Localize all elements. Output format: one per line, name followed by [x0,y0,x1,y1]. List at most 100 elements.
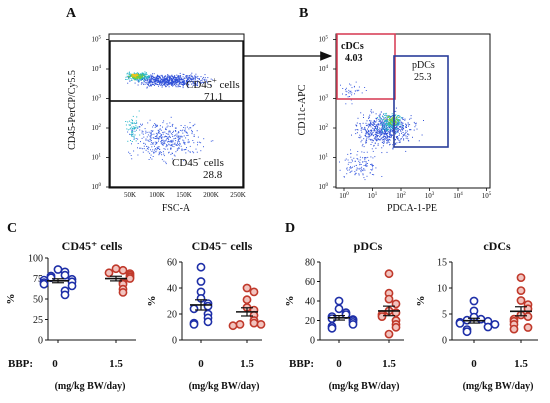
event-dot [150,131,152,133]
event-dot [372,166,373,168]
event-dot [137,79,139,81]
event-dot [383,113,385,115]
event-dot [174,77,176,79]
data-point [476,314,486,324]
event-dot [175,83,177,85]
event-dot [132,127,134,129]
event-dot [131,75,133,77]
event-dot [193,77,195,79]
event-dot [130,73,132,75]
event-dot [179,72,181,74]
event-dot [144,83,146,85]
event-dot [172,79,173,81]
event-dot [185,137,187,139]
event-dot [149,80,151,82]
event-dot [154,80,156,82]
event-dot [153,151,155,153]
event-dot [382,124,384,125]
event-dot [401,132,402,134]
event-dot [178,147,179,149]
event-dot [195,75,197,77]
event-dot [162,76,164,78]
event-dot [156,141,157,143]
event-dot [387,121,389,123]
event-dot [145,76,146,78]
event-dot [406,130,408,132]
tick-label: 100K [149,191,165,199]
event-dot [184,142,186,143]
event-dot [175,127,177,129]
event-dot [130,75,132,77]
event-dot [353,86,355,88]
event-dot [152,73,153,75]
event-dot [163,79,165,81]
event-dot [191,133,193,135]
event-dot [405,137,407,139]
event-dot [352,166,353,168]
event-dot [199,81,201,83]
tick-label: 10 [437,284,447,295]
event-dot [151,76,153,78]
event-dot [379,127,381,129]
event-dot [131,119,133,121]
event-dot [170,136,171,138]
event-dot [189,127,191,128]
event-dot [351,94,353,96]
event-dot [402,122,404,124]
event-dot [366,137,368,139]
event-dot [368,134,370,136]
event-dot [162,151,164,153]
event-dot [165,139,167,141]
event-dot [143,74,145,76]
event-dot [382,131,384,133]
event-dot [147,148,149,150]
event-dot [142,151,144,153]
event-dot [379,134,381,136]
event-dot [150,84,152,86]
event-dot [161,76,163,77]
event-dot [158,140,159,142]
event-dot [188,80,190,82]
event-dot [180,82,182,84]
event-dot [410,129,412,131]
event-dot [378,132,380,134]
event-dot [379,132,381,134]
event-dot [177,132,179,134]
event-dot [163,155,165,157]
event-dot [132,78,134,80]
event-dot [361,168,362,170]
event-dot [376,130,378,132]
event-dot [132,135,134,137]
event-dot [176,81,178,83]
event-dot [354,174,356,176]
event-dot [179,143,181,145]
event-dot [165,81,167,83]
event-dot [133,128,135,130]
event-dot [169,141,171,143]
event-dot [186,75,188,77]
event-dot [398,124,400,126]
event-dot [146,82,147,84]
event-dot [163,120,165,122]
event-dot [168,76,170,78]
event-dot [370,123,372,125]
event-dot [394,115,396,116]
event-dot [177,136,179,138]
event-dot [164,142,166,144]
event-dot [379,129,381,131]
event-dot [356,125,358,127]
event-dot [150,135,152,137]
event-dot [387,136,389,137]
event-dot [384,132,386,134]
event-dot [370,121,372,123]
event-dot [375,167,377,169]
event-dot [158,130,160,132]
event-dot [154,126,156,128]
event-dot [387,124,389,126]
event-dot [126,73,128,75]
event-dot [172,143,174,145]
event-dot [131,141,133,142]
event-dot [133,136,135,138]
event-dot [148,85,150,87]
